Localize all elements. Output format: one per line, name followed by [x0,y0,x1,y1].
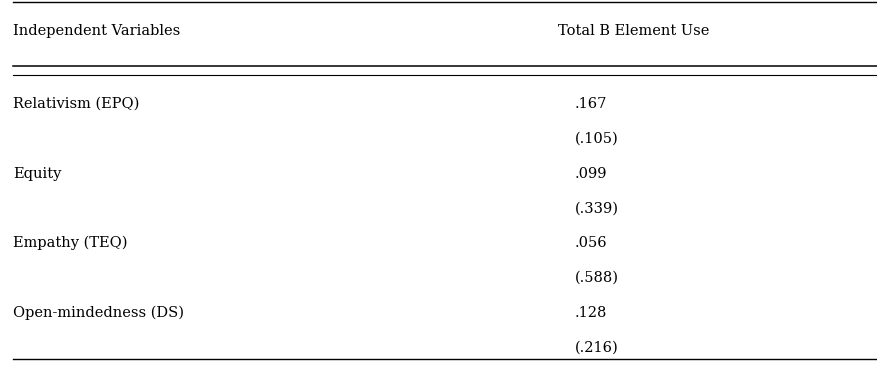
Text: (.588): (.588) [574,271,618,285]
Text: (.216): (.216) [574,340,618,354]
Text: .167: .167 [574,97,607,111]
Text: .099: .099 [574,167,607,180]
Text: .056: .056 [574,236,607,250]
Text: Open-mindedness (DS): Open-mindedness (DS) [13,306,184,320]
Text: (.339): (.339) [574,201,618,215]
Text: Total B Element Use: Total B Element Use [557,24,708,38]
Text: Independent Variables: Independent Variables [13,24,180,38]
Text: (.105): (.105) [574,132,618,146]
Text: .128: .128 [574,306,607,320]
Text: Relativism (EPQ): Relativism (EPQ) [13,97,139,111]
Text: Equity: Equity [13,167,61,180]
Text: Empathy (TEQ): Empathy (TEQ) [13,236,127,250]
